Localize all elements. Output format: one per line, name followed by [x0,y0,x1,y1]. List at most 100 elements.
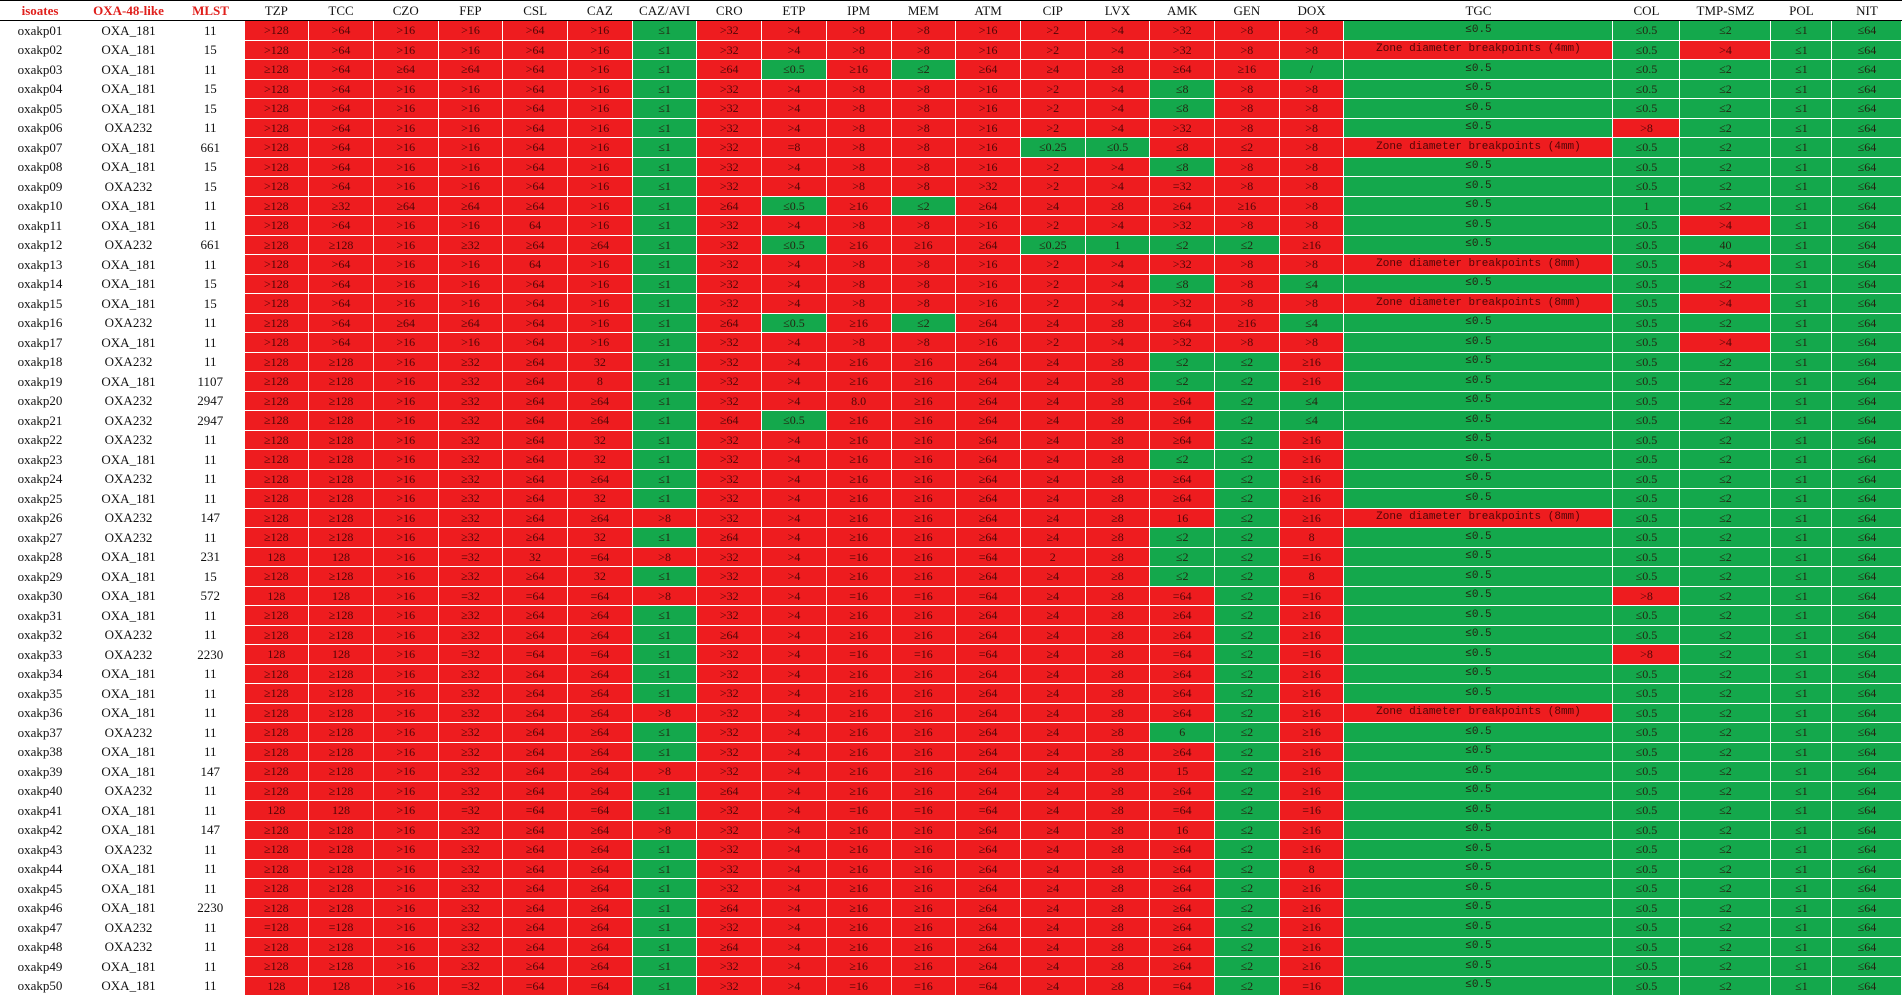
result-cell: >16 [437,117,504,138]
result-cell: ≥4 [1019,351,1086,372]
result-cell: =64 [1149,800,1216,821]
result-cell: ≥128 [308,624,374,645]
result-cell: ≥32 [437,936,504,957]
result-cell: >64 [502,273,569,294]
result-cell: >4 [761,644,827,665]
result-cell: >8 [1278,293,1345,314]
result-cell: ≤0.5 [1612,78,1681,99]
result-cell: ≤64 [1831,936,1902,957]
result-cell: >16 [372,351,439,372]
result-cell: >8 [825,137,892,158]
result-cell: ≤2 [1679,936,1772,957]
result-cell: >16 [567,293,633,314]
result-cell: ≤8 [1149,78,1216,99]
result-cell: ≥128 [308,819,374,840]
row-label: OXA232 [104,646,153,662]
result-cell: ≥16 [1278,839,1345,860]
result-cell: >16 [372,39,439,60]
row-label: oxakp34 [17,666,63,682]
row-label: 11 [203,607,217,623]
result-cell: ≥64 [955,371,1021,392]
result-cell: ≤2 [1679,429,1772,450]
result-cell: ≤2 [1679,371,1772,392]
result-cell: ≤1 [631,449,698,470]
result-cell: ≤0.5 [1612,878,1681,899]
result-cell: ≤1 [631,527,698,548]
result-cell: ≤2 [1214,722,1280,743]
row-label: OXA_181 [101,42,156,58]
result-cell: ≤64 [1831,117,1902,138]
result-cell: ≤1 [1770,351,1833,372]
result-cell: ≤2 [1679,78,1772,99]
result-cell: ≤64 [1831,410,1902,431]
result-cell: >64 [308,312,374,333]
result-cell: ≥4 [1019,956,1086,977]
result-cell: ≥64 [567,741,633,762]
result-cell: ≥16 [890,429,957,450]
result-cell: >64 [308,98,374,119]
result-cell: >32 [1149,254,1216,275]
result-cell: ≤2 [1214,585,1280,606]
row-label: OXA_181 [101,978,156,994]
result-cell: ≤2 [1679,839,1772,860]
result-cell: ≥128 [243,59,310,80]
result-cell: =64 [955,546,1021,567]
result-cell: ≥64 [567,780,633,801]
result-cell: >8 [1214,293,1280,314]
row-label: 11 [203,802,217,818]
result-cell: >8 [1214,39,1280,60]
result-cell: ≤2 [1679,59,1772,80]
result-cell: 6 [1149,722,1216,743]
result-cell: ≥16 [890,605,957,626]
result-cell: ≥4 [1019,702,1086,723]
result-cell: =16 [1278,585,1345,606]
result-cell: ≥64 [502,624,569,645]
result-cell: >8 [1612,644,1681,665]
result-cell: ≤0.5 [1612,332,1681,353]
result-cell: ≥64 [502,819,569,840]
result-cell: ≥64 [696,624,763,645]
result-cell: ≤0.5 [1343,800,1614,821]
result-cell: ≤0.25 [1019,137,1086,158]
result-cell: ≤2 [1679,819,1772,840]
result-cell: ≥16 [890,390,957,411]
result-cell: >8 [890,20,957,41]
result-cell: >2 [1019,78,1086,99]
result-cell: ≤1 [631,20,698,41]
result-cell: ≤2 [1149,351,1216,372]
result-cell: =64 [502,800,569,821]
result-cell: >16 [437,215,504,236]
result-cell: >8 [890,156,957,177]
row-label: 15 [203,178,217,194]
result-cell: ≥64 [955,761,1021,782]
result-cell: =128 [243,917,310,938]
result-cell: ≥16 [1214,195,1280,216]
result-cell: ≤1 [1770,39,1833,60]
result-cell: ≤1 [1770,293,1833,314]
result-cell: 32 [567,566,633,587]
result-cell: >64 [308,293,374,314]
result-cell: >4 [761,390,827,411]
result-cell: ≤2 [1214,566,1280,587]
result-cell: / [1278,59,1345,80]
result-cell: 128 [243,546,310,567]
result-cell: ≤2 [1679,137,1772,158]
row-label: OXA_181 [101,568,156,584]
result-cell: >16 [372,858,439,879]
result-cell: >64 [308,215,374,236]
result-cell: ≤1 [631,722,698,743]
result-cell: >8 [890,293,957,314]
result-cell: >8 [1214,78,1280,99]
result-cell: >128 [243,273,310,294]
result-cell: ≥16 [890,546,957,567]
result-cell: ≤64 [1831,468,1902,489]
result-cell: ≤2 [1214,449,1280,470]
result-cell: ≤0.5 [761,312,827,333]
result-cell: ≤1 [631,605,698,626]
result-cell: ≥128 [308,858,374,879]
column-header: OXA-48-like [80,0,177,21]
row-label: OXA232 [104,315,153,331]
result-cell: ≤2 [1214,371,1280,392]
result-cell: =64 [502,975,569,995]
result-cell: ≥64 [502,897,569,918]
